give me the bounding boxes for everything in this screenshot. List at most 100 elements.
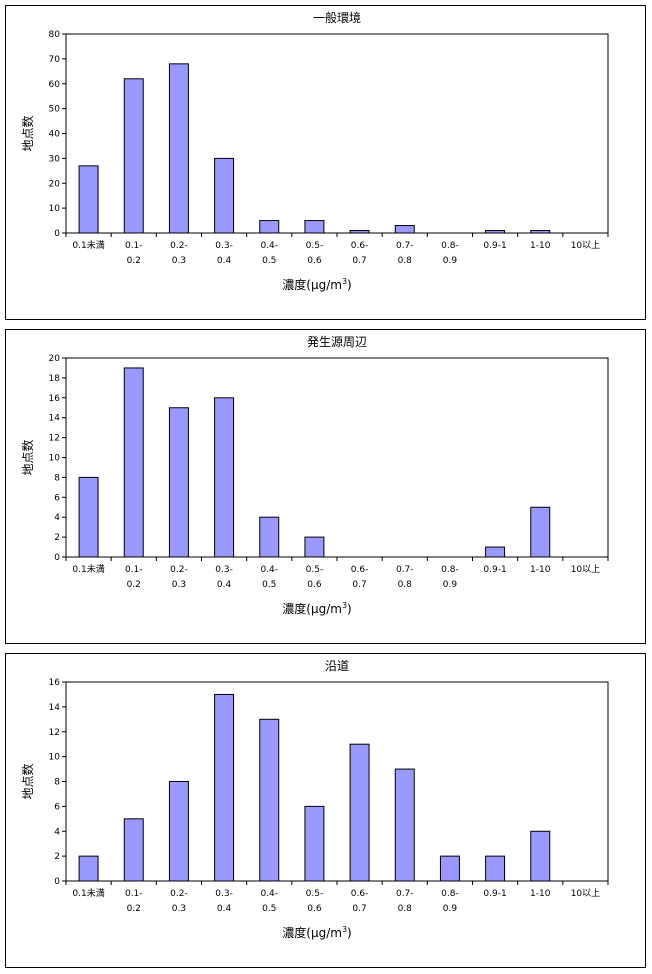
x-tick-label: 0.8 — [398, 904, 413, 914]
x-tick-label: 0.1- — [125, 889, 143, 899]
chart-source-vicinity: 発生源周辺 0 2 4 6 8 10 12 14 16 18 20 地点数 0.1未満 0.1- 0.2 0.2… — [20, 335, 609, 616]
x-tick-label: 0.3- — [215, 565, 233, 575]
x-tick-label: 0.1未満 — [72, 563, 104, 575]
chart-general-environment: 一般環境 0 10 20 30 40 50 60 70 80 地点数 0.1未満 0.1- 0.2 0.2-… — [20, 10, 609, 292]
x-tick-label: 0.6- — [351, 565, 369, 575]
bar — [485, 230, 506, 234]
bar — [530, 506, 551, 558]
chart-roadside: 沿道 0 2 4 6 8 10 12 14 16 地点数 0.1未満 0.1- 0.2 0.2- 0.3 0.3… — [20, 659, 609, 940]
x-tick-label: 0.7 — [352, 256, 366, 266]
bar — [530, 230, 551, 234]
y-tick-label: 8 — [54, 778, 60, 788]
x-tick-label: 0.7- — [396, 565, 414, 575]
x-tick-label: 0.1- — [125, 241, 143, 251]
y-tick-label: 20 — [49, 354, 61, 364]
y-axis-label: 地点数 — [20, 763, 35, 799]
bar — [439, 855, 460, 882]
x-tick-label: 0.4- — [260, 241, 278, 251]
x-tick-label: 0.6 — [307, 256, 322, 266]
bar — [78, 855, 99, 882]
y-tick-label: 8 — [54, 473, 60, 483]
y-tick-label: 80 — [49, 30, 61, 40]
x-tick-label: 0.8- — [441, 889, 459, 899]
x-tick-label: 0.6 — [307, 904, 322, 914]
x-tick-label: 0.1- — [125, 565, 143, 575]
x-tick-label: 0.8 — [398, 580, 413, 590]
x-tick-label: 10以上 — [571, 564, 600, 575]
x-tick-label: 0.5 — [262, 904, 276, 914]
y-tick-label: 18 — [49, 374, 61, 384]
y-tick-label: 60 — [49, 80, 61, 90]
x-tick-label: 0.2 — [127, 580, 141, 590]
y-tick-label: 40 — [49, 130, 61, 140]
x-tick-label: 0.6- — [351, 241, 369, 251]
x-tick-label: 0.5- — [306, 241, 324, 251]
x-tick-label: 0.6 — [307, 580, 322, 590]
x-tick-label: 0.9-1 — [483, 565, 506, 575]
y-tick-label: 30 — [49, 154, 61, 164]
bar — [485, 855, 506, 882]
x-tick-label: 0.8- — [441, 565, 459, 575]
x-tick-label: 0.8- — [441, 241, 459, 251]
x-tick-label: 1-10 — [530, 565, 551, 575]
y-tick-label: 10 — [49, 753, 61, 763]
x-tick-label: 0.5- — [306, 565, 324, 575]
bar — [78, 476, 99, 558]
x-tick-label: 0.1未満 — [72, 239, 104, 251]
y-tick-label: 4 — [54, 513, 60, 523]
bar — [123, 367, 144, 558]
x-tick-label: 0.3 — [172, 256, 186, 266]
x-tick-label: 1-10 — [530, 889, 551, 899]
y-tick-label: 70 — [49, 55, 61, 65]
y-tick-label: 12 — [49, 728, 60, 738]
y-axis-label: 地点数 — [20, 439, 35, 475]
bar — [349, 743, 370, 882]
x-tick-label: 0.4- — [260, 565, 278, 575]
y-tick-label: 14 — [49, 414, 61, 424]
x-tick-label: 0.9 — [443, 580, 458, 590]
bar — [304, 805, 325, 882]
x-tick-label: 10以上 — [571, 240, 600, 251]
x-tick-label: 0.9 — [443, 904, 458, 914]
x-tick-label: 0.5 — [262, 256, 276, 266]
chart-title: 一般環境 — [313, 10, 361, 25]
bar — [485, 546, 506, 558]
x-tick-label: 0.7- — [396, 241, 414, 251]
y-tick-label: 12 — [49, 434, 60, 444]
x-axis-label: 濃度(μg/m3) — [282, 925, 351, 940]
y-tick-label: 16 — [49, 394, 61, 404]
bar — [214, 693, 235, 882]
x-tick-label: 0.4 — [217, 256, 232, 266]
y-tick-label: 14 — [49, 703, 61, 713]
x-tick-label: 0.3- — [215, 889, 233, 899]
x-tick-label: 0.7 — [352, 904, 366, 914]
x-tick-label: 0.1未満 — [72, 887, 104, 899]
bar — [259, 718, 280, 882]
x-tick-label: 0.4 — [217, 580, 232, 590]
bar — [530, 830, 551, 882]
bar — [259, 516, 280, 558]
bar — [304, 220, 325, 234]
x-tick-label: 0.4 — [217, 904, 232, 914]
x-tick-label: 0.8 — [398, 256, 413, 266]
x-tick-label: 0.9-1 — [483, 241, 506, 251]
x-tick-label: 10以上 — [571, 888, 600, 899]
y-tick-label: 0 — [54, 553, 60, 563]
y-tick-label: 10 — [49, 204, 61, 214]
y-tick-label: 0 — [54, 877, 60, 887]
y-tick-label: 16 — [49, 678, 61, 688]
x-tick-label: 1-10 — [530, 241, 551, 251]
bar — [123, 818, 144, 882]
x-tick-label: 0.5 — [262, 580, 276, 590]
chart-panel-2: 発生源周辺 0 2 4 6 8 10 12 14 16 18 20 地点数 0.1未満 0.1- 0.2 0.2… — [5, 329, 646, 644]
chart-panel-1: 一般環境 0 10 20 30 40 50 60 70 80 地点数 0.1未満 0.1- 0.2 0.2-… — [5, 5, 646, 320]
y-tick-label: 6 — [54, 802, 60, 812]
bar — [349, 230, 370, 234]
x-tick-label: 0.3- — [215, 241, 233, 251]
x-axis-label: 濃度(μg/m3) — [282, 601, 351, 616]
y-tick-label: 20 — [49, 179, 61, 189]
y-tick-label: 6 — [54, 493, 60, 503]
bar — [214, 397, 235, 558]
bar — [394, 768, 415, 882]
bar — [78, 165, 99, 234]
